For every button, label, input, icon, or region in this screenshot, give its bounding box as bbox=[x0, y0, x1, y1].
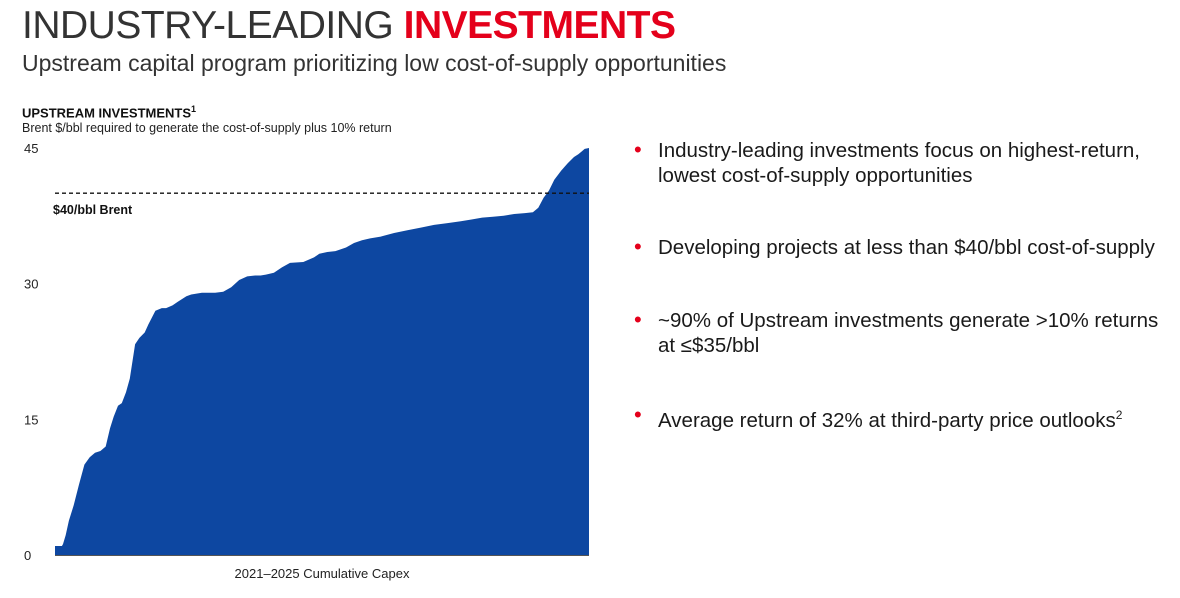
bullet-dot-icon: • bbox=[634, 137, 642, 162]
y-tick-label: 15 bbox=[24, 412, 38, 427]
title-accent: INVESTMENTS bbox=[403, 4, 676, 47]
chart-title-footnote: 1 bbox=[191, 104, 197, 114]
bullet-text: Average return of 32% at third-party pri… bbox=[658, 408, 1116, 432]
x-axis-label: 2021–2025 Cumulative Capex bbox=[235, 566, 410, 581]
bullet-item: • Developing projects at less than $40/bb… bbox=[632, 234, 1177, 260]
y-tick-label: 30 bbox=[24, 277, 38, 292]
page-title: INDUSTRY-LEADING INVESTMENTS bbox=[22, 2, 676, 50]
chart-subtitle: Brent $/bbl required to generate the cos… bbox=[22, 121, 392, 135]
chart-title-text: UPSTREAM INVESTMENTS bbox=[22, 105, 192, 121]
bullet-dot-icon: • bbox=[634, 234, 642, 259]
bullet-list: • Industry-leading investments focus on h… bbox=[632, 137, 1177, 433]
bullet-footnote: 2 bbox=[1115, 408, 1123, 422]
upstream-investments-chart: 45 30 15 0 $40/bbl Brent 2021–2025 Cumulati… bbox=[24, 141, 589, 581]
bullet-text: ~90% of Upstream investments generate >1… bbox=[658, 309, 1159, 357]
investment-area bbox=[55, 148, 589, 555]
y-tick-label: 0 bbox=[24, 548, 31, 563]
bullet-text: Developing projects at less than $40/bbl… bbox=[658, 236, 1155, 259]
bullet-item: • ~90% of Upstream investments generate >… bbox=[632, 307, 1177, 358]
bullet-item: • Average return of 32% at third-party pr… bbox=[632, 402, 1177, 433]
bullet-dot-icon: • bbox=[634, 402, 642, 427]
y-axis-ticks: 45 30 15 0 bbox=[24, 141, 38, 563]
bullet-dot-icon: • bbox=[634, 307, 642, 332]
bullet-text: Industry-leading investments focus on hi… bbox=[658, 139, 1141, 187]
y-tick-label: 45 bbox=[24, 141, 38, 156]
reference-line-label: $40/bbl Brent bbox=[53, 203, 133, 217]
title-main: INDUSTRY-LEADING bbox=[22, 4, 394, 47]
chart-title: UPSTREAM INVESTMENTS1 bbox=[22, 104, 196, 120]
page-subtitle: Upstream capital program prioritizing lo… bbox=[22, 50, 727, 76]
bullet-item: • Industry-leading investments focus on h… bbox=[632, 137, 1177, 188]
